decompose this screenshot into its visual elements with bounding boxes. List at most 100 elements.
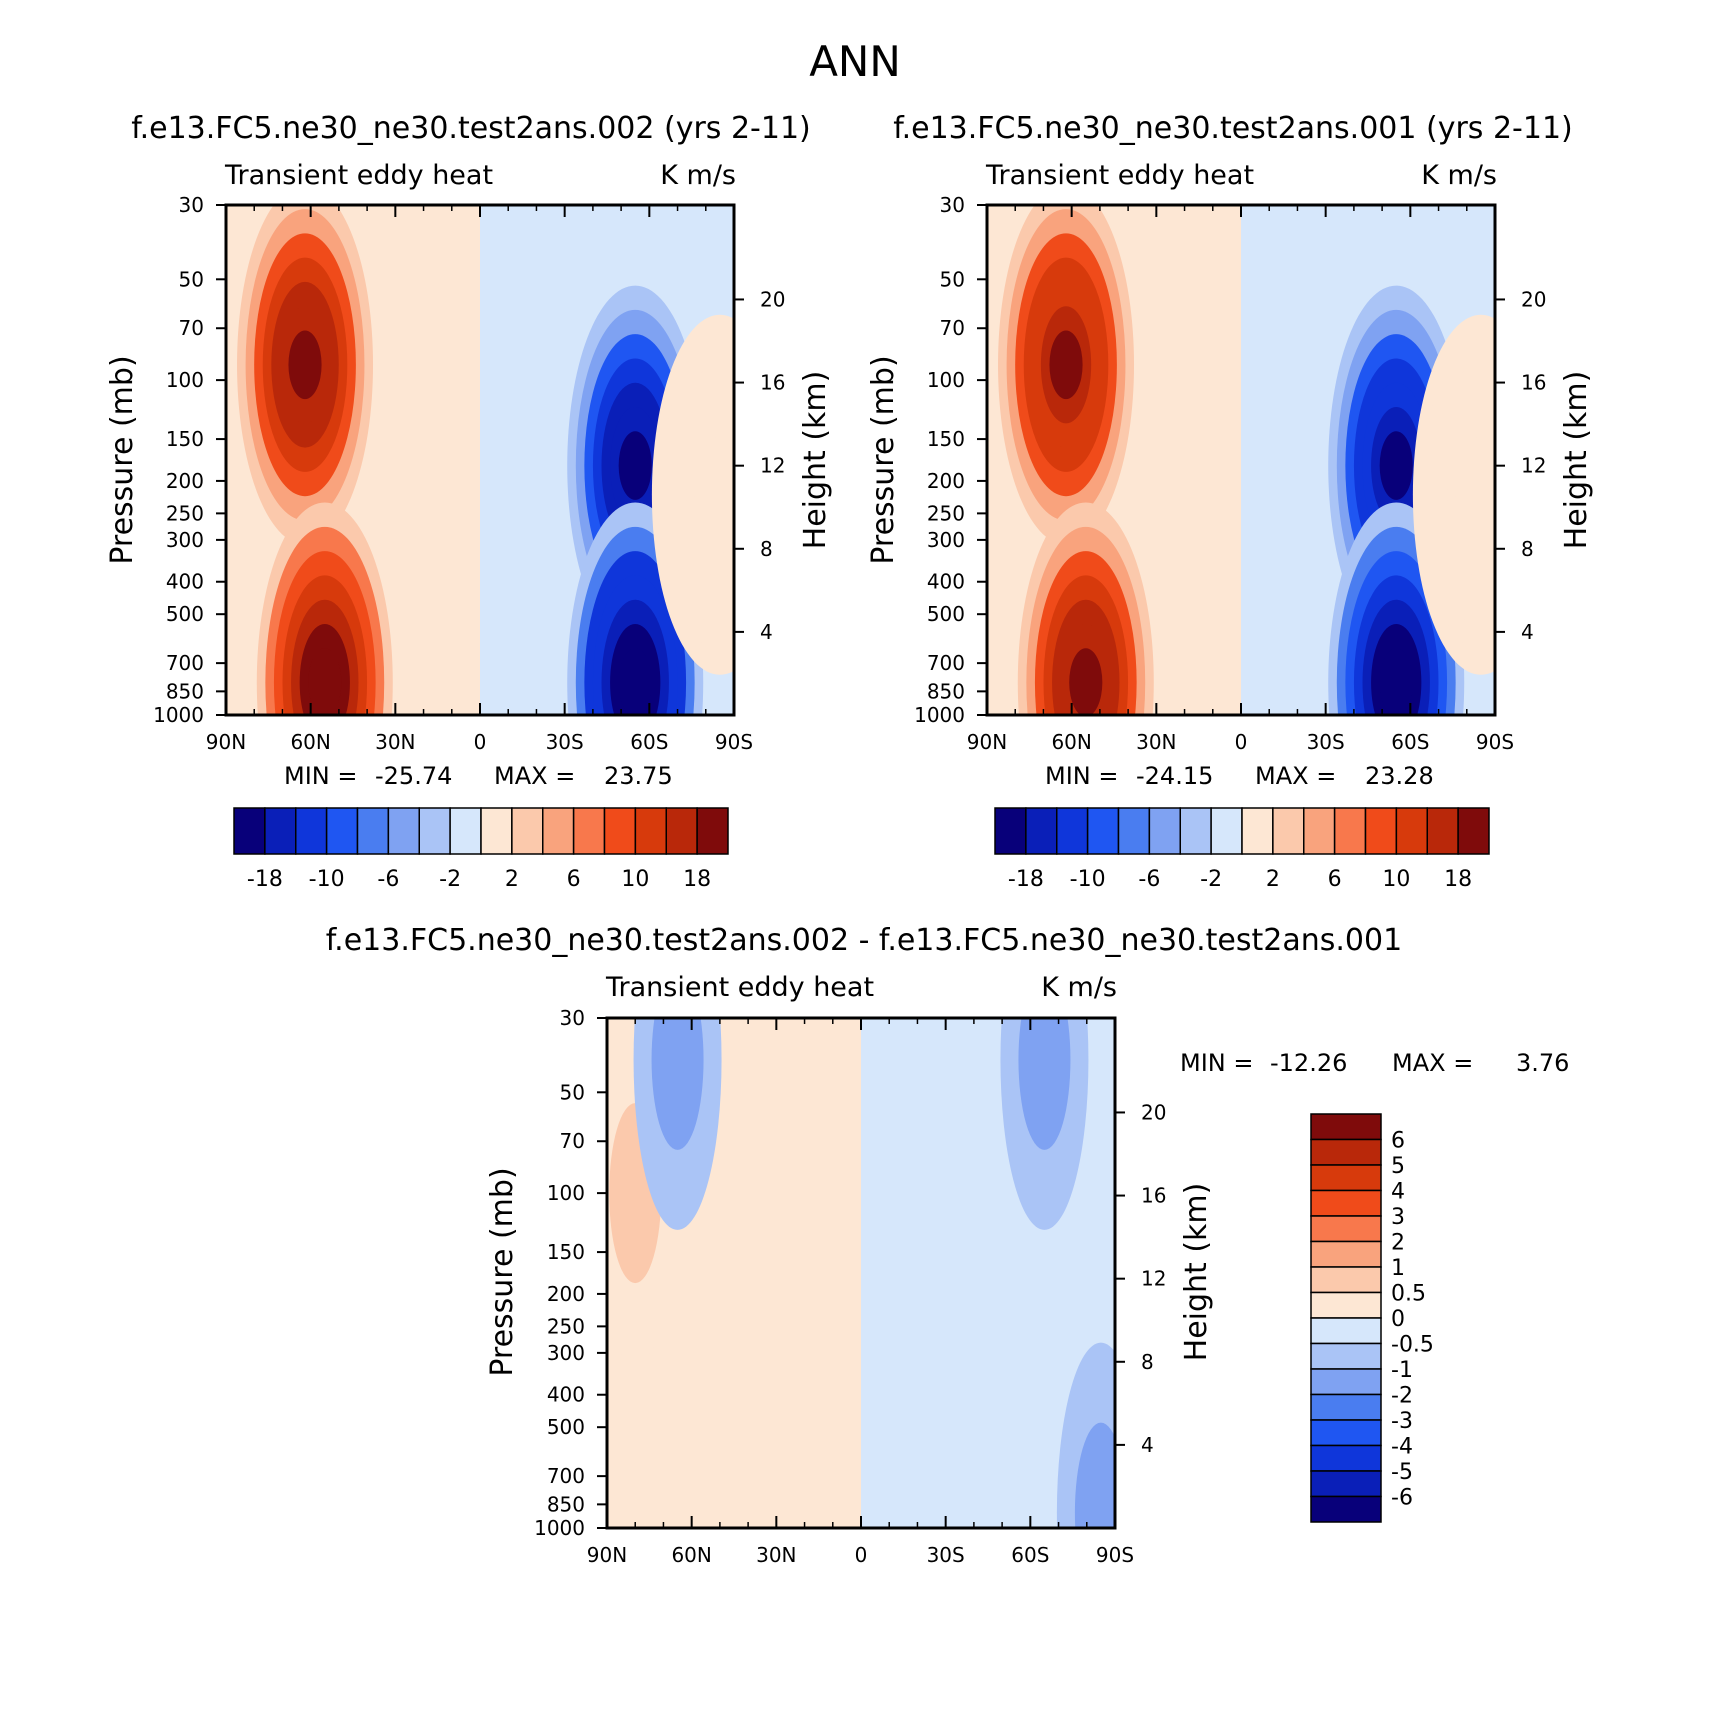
axes: 90N 60N 30N 0 30S 60S 90S 30 50 70 100 150 200 250 300… xyxy=(914,193,1546,754)
colorbar-swatch xyxy=(1056,807,1089,855)
colorbar-swatch xyxy=(542,807,575,855)
colorbar-swatch xyxy=(511,807,544,855)
panel-subtitle-right: K m/s xyxy=(1421,160,1497,191)
min-label: MIN = xyxy=(1045,762,1118,790)
x-tick-label: 90N xyxy=(587,1543,627,1567)
colorbar-label: -0.5 xyxy=(1391,1333,1434,1358)
colorbar-swatch xyxy=(418,807,451,855)
colorbar-label: -18 xyxy=(1008,867,1044,892)
x-tick-label: 30S xyxy=(1307,730,1345,754)
colorbar-swatch xyxy=(1333,807,1367,855)
y-tick-label: 500 xyxy=(927,602,965,626)
y-tick-label: 70 xyxy=(179,316,204,340)
panel-control: f.e13.FC5.ne30_ne30.test2ans.002 (yrs 2-… xyxy=(105,111,833,892)
y2-axis-label: Height (km) xyxy=(798,371,833,550)
y2-tick-label: 20 xyxy=(1141,1100,1166,1124)
y-tick-label: 850 xyxy=(927,679,965,703)
colorbar-swatch xyxy=(603,807,637,855)
colorbar-swatch xyxy=(572,807,606,855)
colorbar-label: 4 xyxy=(1391,1180,1405,1205)
max-value: 3.76 xyxy=(1516,1049,1569,1077)
x-tick-label: 60S xyxy=(630,730,668,754)
min-label: MIN = xyxy=(284,762,357,790)
colorbar-swatch xyxy=(1310,1291,1382,1319)
colorbar-label: 0.5 xyxy=(1391,1282,1426,1307)
x-tick-label: 60S xyxy=(1011,1543,1049,1567)
y-tick-label: 200 xyxy=(547,1282,585,1306)
y2-tick-label: 16 xyxy=(1521,371,1546,395)
panel-difference: f.e13.FC5.ne30_ne30.test2ans.002 - f.e13… xyxy=(326,923,1570,1567)
x-tick-label: 90N xyxy=(967,730,1007,754)
x-tick-label: 90S xyxy=(1096,1543,1134,1567)
x-tick-label: 60N xyxy=(1051,730,1091,754)
y-tick-label: 300 xyxy=(547,1341,585,1365)
contour-blob xyxy=(1379,431,1413,500)
colorbar-swatch xyxy=(1025,807,1058,855)
panel-subtitle-right: K m/s xyxy=(1041,972,1117,1003)
colorbar-label: 6 xyxy=(1391,1129,1405,1154)
colorbar-swatch xyxy=(665,807,698,855)
y-tick-label: 1000 xyxy=(534,1516,585,1540)
y-tick-label: 500 xyxy=(547,1415,585,1439)
colorbar-label: 3 xyxy=(1391,1205,1405,1230)
colorbar-label: -10 xyxy=(309,867,345,892)
colorbar-swatch xyxy=(1426,807,1459,855)
contour-field xyxy=(987,205,1495,715)
colorbar-label: -4 xyxy=(1391,1435,1413,1460)
y-tick-label: 700 xyxy=(927,651,965,675)
colorbar-label: 18 xyxy=(683,867,711,892)
y-tick-label: 250 xyxy=(547,1314,585,1338)
x-tick-label: 60N xyxy=(671,1543,711,1567)
colorbar-label: -5 xyxy=(1391,1460,1413,1485)
y-tick-label: 30 xyxy=(940,193,965,217)
colorbar-label: -3 xyxy=(1391,1409,1413,1434)
contour-blob xyxy=(1018,1018,1071,1150)
y-tick-label: 30 xyxy=(179,193,204,217)
colorbar-swatch xyxy=(356,807,390,855)
x-tick-label: 90S xyxy=(715,730,753,754)
y2-axis-label: Height (km) xyxy=(1559,371,1594,550)
y-tick-label: 850 xyxy=(166,679,204,703)
y2-tick-label: 4 xyxy=(760,620,773,644)
y-tick-label: 50 xyxy=(560,1080,585,1104)
x-tick-label: 30N xyxy=(756,1543,796,1567)
x-tick-label: 30S xyxy=(546,730,584,754)
contour-blob xyxy=(1049,330,1083,400)
panel-subtitle-left: Transient eddy heat xyxy=(224,160,493,191)
colorbar-label: 5 xyxy=(1391,1154,1405,1179)
colorbar-swatch xyxy=(1117,807,1151,855)
colorbar-swatch xyxy=(264,807,297,855)
colorbar-label: 6 xyxy=(567,867,581,892)
min-value: -25.74 xyxy=(375,762,452,790)
contour-blob xyxy=(618,431,652,500)
colorbar-label: 2 xyxy=(505,867,519,892)
colorbar-swatch xyxy=(480,807,513,855)
panel-title: f.e13.FC5.ne30_ne30.test2ans.001 (yrs 2-… xyxy=(893,111,1573,146)
colorbar-swatch xyxy=(1364,807,1398,855)
x-tick-label: 30N xyxy=(1136,730,1176,754)
y-tick-label: 150 xyxy=(927,427,965,451)
colorbar-swatch xyxy=(1310,1317,1382,1345)
x-tick-label: 0 xyxy=(1235,730,1248,754)
y-tick-label: 500 xyxy=(166,602,204,626)
x-tick-label: 90S xyxy=(1476,730,1514,754)
y2-tick-label: 16 xyxy=(760,371,785,395)
y-tick-label: 100 xyxy=(166,368,204,392)
contour-blob xyxy=(703,460,734,530)
y2-axis-label: Height (km) xyxy=(1179,1183,1214,1362)
colorbar-swatch xyxy=(1310,1342,1382,1370)
panel-subtitle-right: K m/s xyxy=(660,160,736,191)
colorbar-swatch xyxy=(994,807,1027,855)
y-tick-label: 250 xyxy=(927,501,965,525)
x-tick-label: 60S xyxy=(1391,730,1429,754)
y-tick-label: 200 xyxy=(927,469,965,493)
colorbar-label: 1 xyxy=(1391,1256,1405,1281)
y2-tick-label: 4 xyxy=(1141,1433,1154,1457)
y-tick-label: 1000 xyxy=(914,703,965,727)
colorbar-label: 10 xyxy=(1382,867,1410,892)
y-tick-label: 700 xyxy=(547,1464,585,1488)
contour-blob xyxy=(1069,648,1103,715)
y-tick-label: 100 xyxy=(547,1181,585,1205)
contour-blob xyxy=(651,1018,704,1150)
